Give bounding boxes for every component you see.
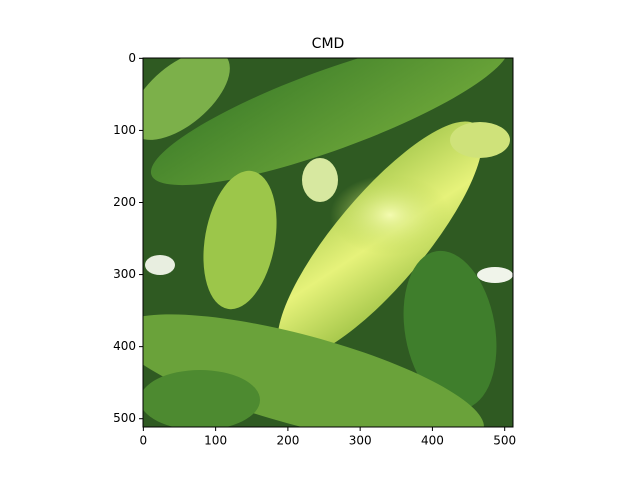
x-tick-label: 300	[349, 434, 372, 448]
x-tick-label: 500	[493, 434, 516, 448]
x-tick-label: 400	[421, 434, 444, 448]
y-tick-label: 0	[128, 51, 136, 65]
chart-title: CMD	[312, 36, 345, 52]
y-tick-label: 100	[113, 123, 136, 137]
x-tick-label: 200	[276, 434, 299, 448]
y-tick-label: 300	[113, 267, 136, 281]
y-tick-label: 400	[113, 339, 136, 353]
x-tick-label: 0	[140, 434, 148, 448]
y-tick-label: 200	[113, 195, 136, 209]
image	[143, 58, 513, 427]
y-tick-label: 500	[113, 411, 136, 425]
axes-frame	[142, 57, 514, 428]
x-tick-label: 100	[204, 434, 227, 448]
